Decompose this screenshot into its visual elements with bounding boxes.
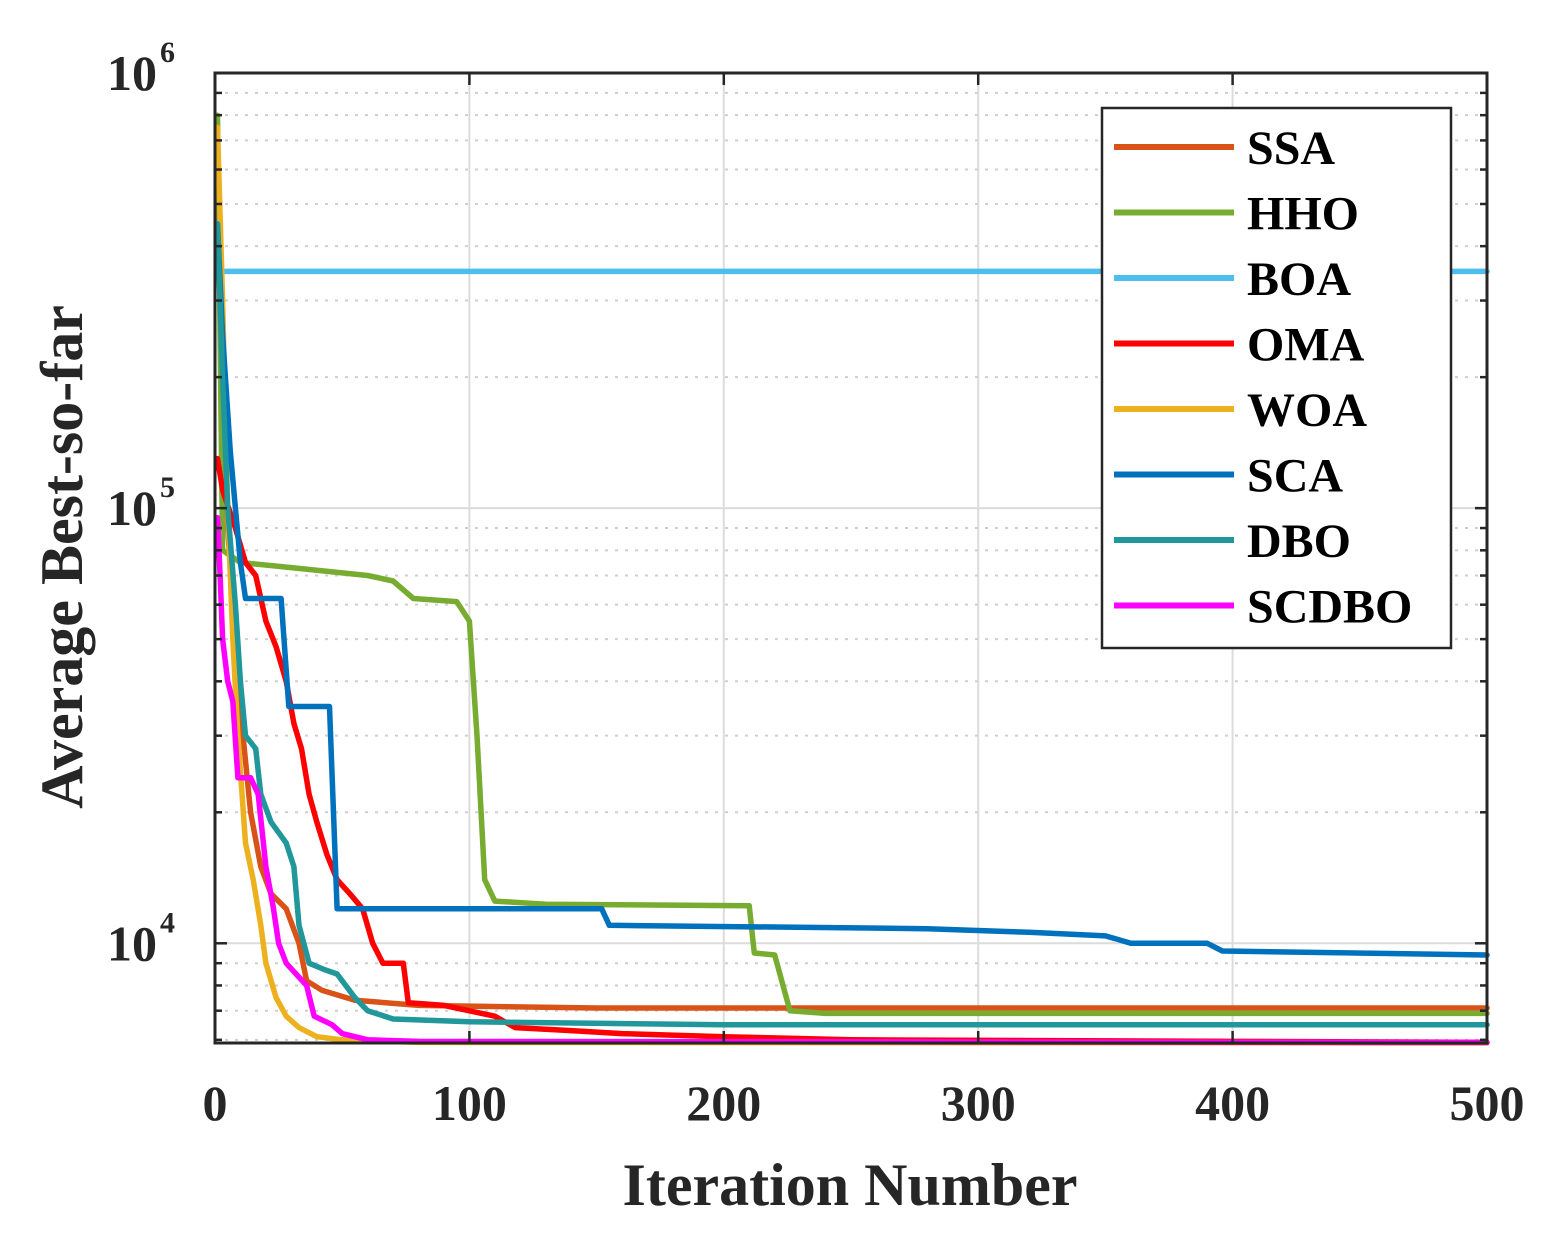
legend-label-scdbo: SCDBO (1247, 581, 1412, 634)
legend-label-oma: OMA (1247, 319, 1365, 372)
x-tick-label: 300 (941, 1075, 1016, 1131)
legend-label-sca: SCA (1247, 450, 1343, 503)
series-line-dbo (214, 221, 1490, 1028)
y-tick-exponent: 5 (160, 471, 175, 504)
y-axis-title: Average Best-so-far (29, 305, 95, 809)
x-tick-label: 400 (1195, 1075, 1270, 1131)
x-tick-label: 100 (432, 1075, 507, 1131)
legend-label-dbo: DBO (1247, 515, 1351, 568)
y-tick-label: 10 (107, 480, 157, 536)
y-tick-label: 10 (107, 45, 157, 101)
series-line-oma (214, 455, 1490, 1046)
legend-box (1100, 106, 1453, 650)
plot-frame (213, 71, 1489, 1045)
series-line-hho (214, 112, 1490, 1017)
y-tick-exponent: 4 (160, 906, 175, 939)
x-tick-label: 200 (686, 1075, 761, 1131)
y-tick-exponent: 6 (160, 36, 175, 69)
legend-label-hho: HHO (1247, 188, 1359, 241)
legend: SSA HHO BOA OMA WOA SCA DBO SCDBO (1100, 106, 1453, 650)
series-line-scdbo (214, 515, 1490, 1046)
x-tick-label: 500 (1450, 1075, 1525, 1131)
x-tick-label: 0 (203, 1075, 228, 1131)
y-tick-label: 10 (107, 915, 157, 971)
legend-label-woa: WOA (1247, 384, 1367, 437)
legend-label-ssa: SSA (1247, 122, 1335, 175)
x-axis-title: Iteration Number (623, 1152, 1078, 1218)
series-line-sca (214, 221, 1490, 958)
series-lines (214, 112, 1490, 1046)
legend-label-boa: BOA (1247, 253, 1351, 306)
